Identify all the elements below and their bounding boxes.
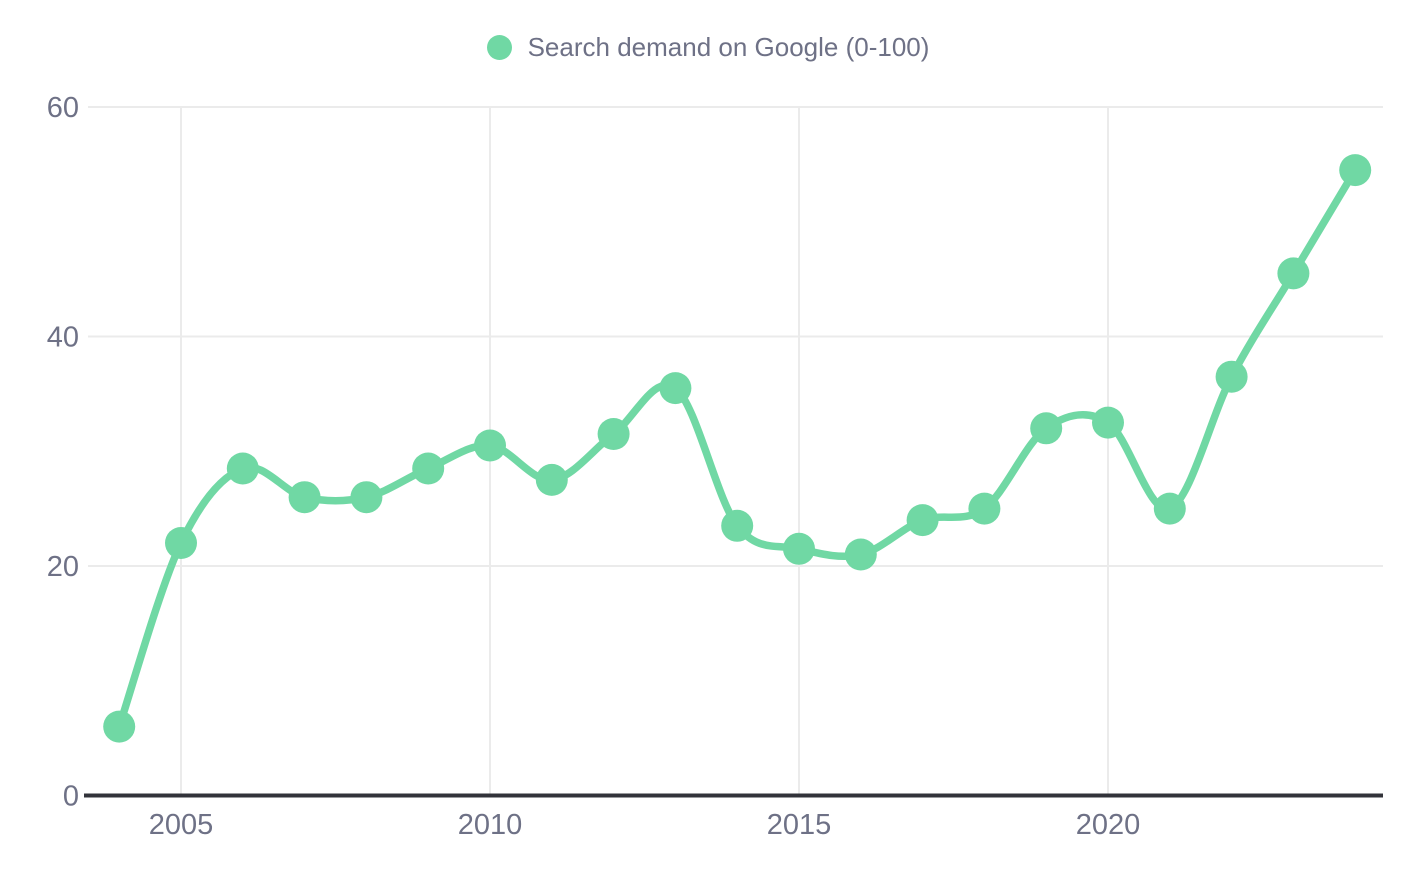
x-tick-label: 2020: [1076, 809, 1141, 841]
y-tick-label: 60: [47, 92, 79, 124]
data-point[interactable]: [1030, 412, 1063, 445]
data-point[interactable]: [165, 527, 197, 559]
data-point[interactable]: [1215, 360, 1248, 393]
legend-marker-icon: [486, 34, 512, 60]
legend-item[interactable]: Search demand on Google (0-100): [0, 34, 1416, 60]
y-tick-label: 0: [63, 781, 79, 813]
data-point[interactable]: [1277, 257, 1310, 290]
legend-label: Search demand on Google (0-100): [527, 32, 930, 62]
data-point[interactable]: [474, 429, 506, 462]
data-point[interactable]: [906, 504, 939, 537]
data-point[interactable]: [226, 452, 259, 485]
y-tick-label: 20: [47, 551, 79, 583]
data-point[interactable]: [412, 452, 445, 485]
x-tick-label: 2015: [767, 809, 832, 841]
x-tick-label: 2005: [149, 809, 214, 841]
data-point[interactable]: [597, 418, 630, 450]
data-point[interactable]: [844, 538, 877, 571]
data-point[interactable]: [659, 372, 692, 405]
data-point[interactable]: [103, 710, 136, 743]
data-point[interactable]: [721, 509, 754, 542]
data-point[interactable]: [1339, 154, 1372, 187]
data-point[interactable]: [350, 481, 383, 514]
data-point[interactable]: [288, 481, 321, 514]
data-point[interactable]: [1092, 406, 1124, 439]
x-tick-label: 2010: [458, 809, 523, 841]
y-tick-label: 40: [47, 322, 79, 354]
data-point[interactable]: [968, 492, 1001, 525]
data-point[interactable]: [535, 463, 568, 496]
line-series-path: [115, 166, 1359, 731]
data-point[interactable]: [783, 532, 815, 565]
data-point[interactable]: [1153, 492, 1186, 525]
